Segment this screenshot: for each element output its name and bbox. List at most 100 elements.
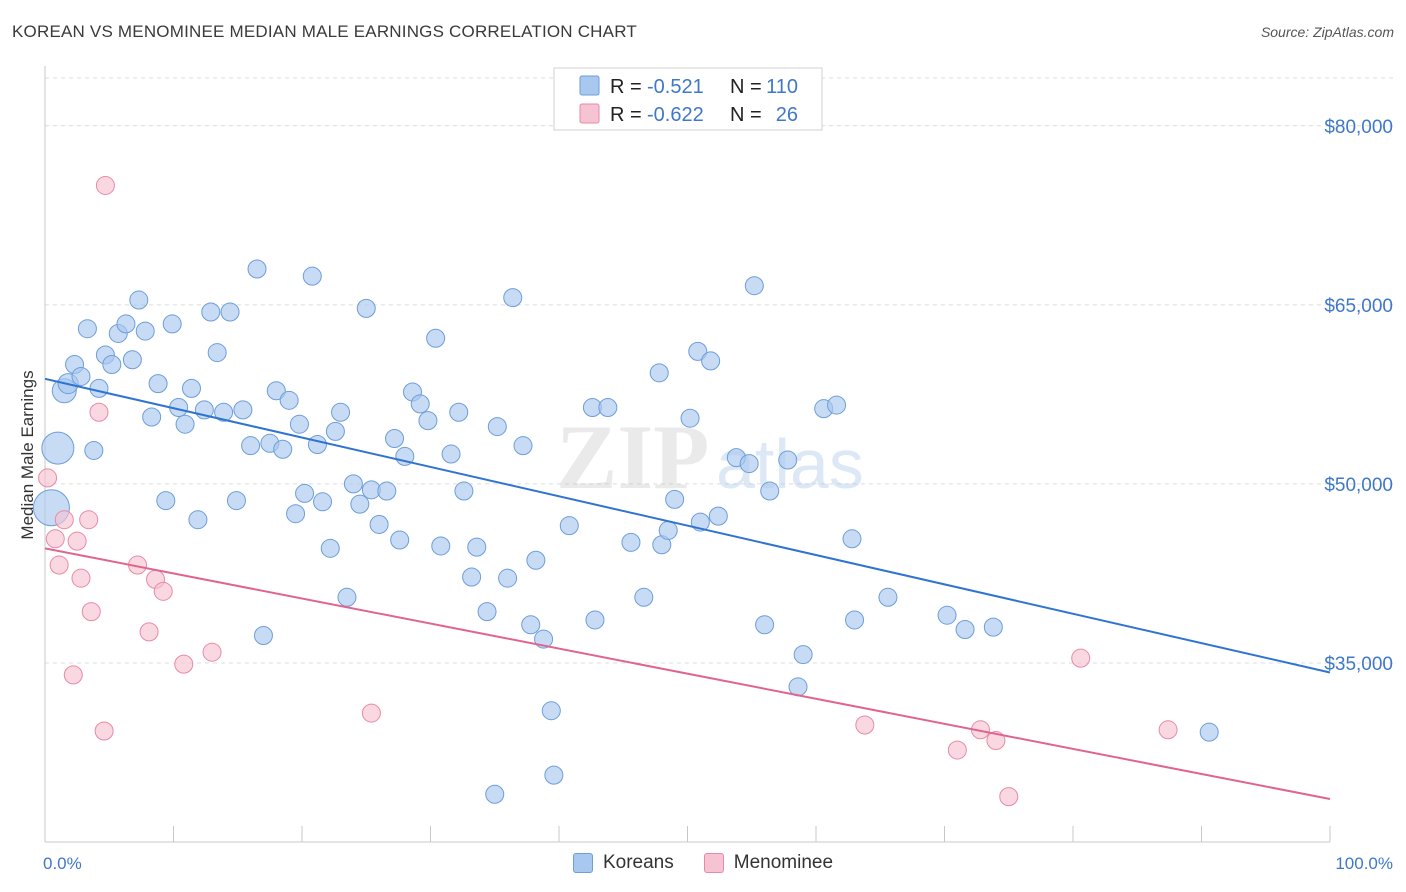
korean-point-109 (485, 784, 505, 804)
menominee-points (38, 175, 1178, 807)
korean-point-27 (214, 402, 234, 422)
korean-point-39 (289, 414, 309, 434)
legend-item-koreans[interactable]: Koreans (572, 852, 674, 874)
korean-point-44 (320, 538, 340, 558)
series-legend: Koreans Menominee (0, 852, 1406, 874)
legend-swatch-icon-koreans (572, 853, 593, 873)
menominee-point-11 (95, 175, 115, 195)
korean-point-13 (122, 350, 142, 370)
korean-point-19 (162, 314, 182, 334)
korean-trend-line (44, 377, 1331, 674)
korean-point-14 (129, 290, 149, 310)
menominee-point-3 (54, 510, 74, 530)
korean-point-60 (426, 328, 446, 348)
korean-point-101 (827, 395, 847, 415)
korean-point-12 (116, 314, 136, 334)
watermark: ZIP atlas (556, 406, 864, 508)
korean-point-35 (266, 381, 286, 401)
legend-item-menominee[interactable]: Menominee (703, 852, 834, 874)
korean-point-54 (385, 429, 405, 449)
menominee-point-13 (139, 622, 159, 642)
korean-point-10 (102, 355, 122, 374)
korean-point-49 (350, 494, 370, 514)
menominee-point-5 (67, 531, 87, 551)
korean-point-30 (233, 400, 253, 420)
korean-point-26 (207, 343, 227, 363)
korean-point-7 (84, 440, 104, 460)
korean-point-59 (418, 411, 438, 431)
menominee-point-17 (202, 642, 222, 662)
korean-point-73 (526, 550, 546, 570)
korean-point-36 (273, 439, 293, 459)
menominee-point-24 (1071, 648, 1091, 668)
menominee-point-4 (63, 665, 83, 685)
korean-point-64 (454, 481, 474, 501)
legend-r-value-menominee: -0.622 (647, 104, 704, 126)
menominee-point-10 (94, 721, 114, 741)
korean-point-104 (878, 587, 898, 607)
korean-point-47 (337, 587, 357, 607)
korean-point-63 (449, 402, 469, 422)
korean-point-106 (955, 620, 975, 640)
korean-point-72 (521, 615, 541, 635)
korean-point-83 (649, 363, 669, 383)
korean-point-67 (477, 602, 497, 622)
menominee-point-16 (174, 654, 194, 674)
menominee-point-2 (49, 555, 69, 575)
legend-r-label-koreans: R = (610, 76, 642, 98)
korean-point-50 (356, 298, 376, 318)
korean-point-18 (156, 491, 176, 511)
menominee-point-25 (1158, 720, 1178, 740)
korean-point-61 (431, 536, 451, 556)
korean-point-16 (142, 407, 162, 427)
korean-point-48 (343, 474, 363, 494)
menominee-point-8 (81, 602, 101, 622)
korean-point-87 (680, 408, 700, 428)
korean-point-23 (188, 510, 208, 530)
legend-swatch-menominee (579, 103, 600, 124)
korean-point-28 (220, 302, 240, 322)
korean-point-37 (279, 390, 299, 410)
y-tick-labels: $35,000 $50,000 $65,000 $80,000 (1324, 117, 1393, 675)
korean-point-93 (739, 454, 759, 474)
korean-point-85 (658, 520, 678, 540)
legend-label-menominee: Menominee (733, 852, 834, 873)
korean-point-103 (845, 610, 865, 630)
korean-point-107 (983, 617, 1003, 637)
korean-point-77 (559, 516, 579, 536)
legend-r-label-menominee: R = (610, 104, 642, 126)
korean-point-94 (744, 276, 764, 296)
korean-point-62 (441, 444, 461, 464)
menominee-point-22 (986, 731, 1006, 751)
korean-point-108 (1199, 722, 1219, 742)
korean-point-97 (778, 450, 798, 470)
korean-point-17 (148, 374, 168, 394)
korean-point-32 (247, 259, 267, 279)
x-tick-labels: 0.0% 100.0% (43, 854, 1393, 873)
korean-point-8 (89, 378, 109, 398)
y-tick-label-3: $80,000 (1324, 117, 1393, 138)
korean-point-52 (369, 514, 389, 534)
korean-point-33 (253, 625, 273, 645)
y-axis-label: Median Male Earnings (18, 370, 37, 539)
x-tick-label-min: 0.0% (43, 854, 82, 873)
korean-point-86 (665, 489, 685, 509)
korean-point-15 (135, 321, 155, 341)
x-tick-label-max: 100.0% (1335, 854, 1393, 873)
menominee-point-0 (38, 468, 58, 488)
korean-point-80 (598, 397, 618, 417)
source-label: Source: ZipAtlas.com (1260, 24, 1394, 40)
korean-point-81 (621, 532, 641, 552)
menominee-point-19 (855, 715, 875, 735)
korean-point-0 (41, 431, 75, 465)
korean-point-5 (71, 366, 91, 386)
korean-point-99 (793, 645, 813, 665)
y-tick-label-2: $65,000 (1324, 296, 1393, 317)
legend-swatch-icon-menominee (703, 853, 724, 873)
korean-point-53 (377, 481, 397, 501)
korean-point-29 (226, 491, 246, 511)
korean-point-42 (307, 434, 327, 454)
korean-point-6 (77, 319, 97, 339)
koreans-points (32, 259, 1219, 804)
